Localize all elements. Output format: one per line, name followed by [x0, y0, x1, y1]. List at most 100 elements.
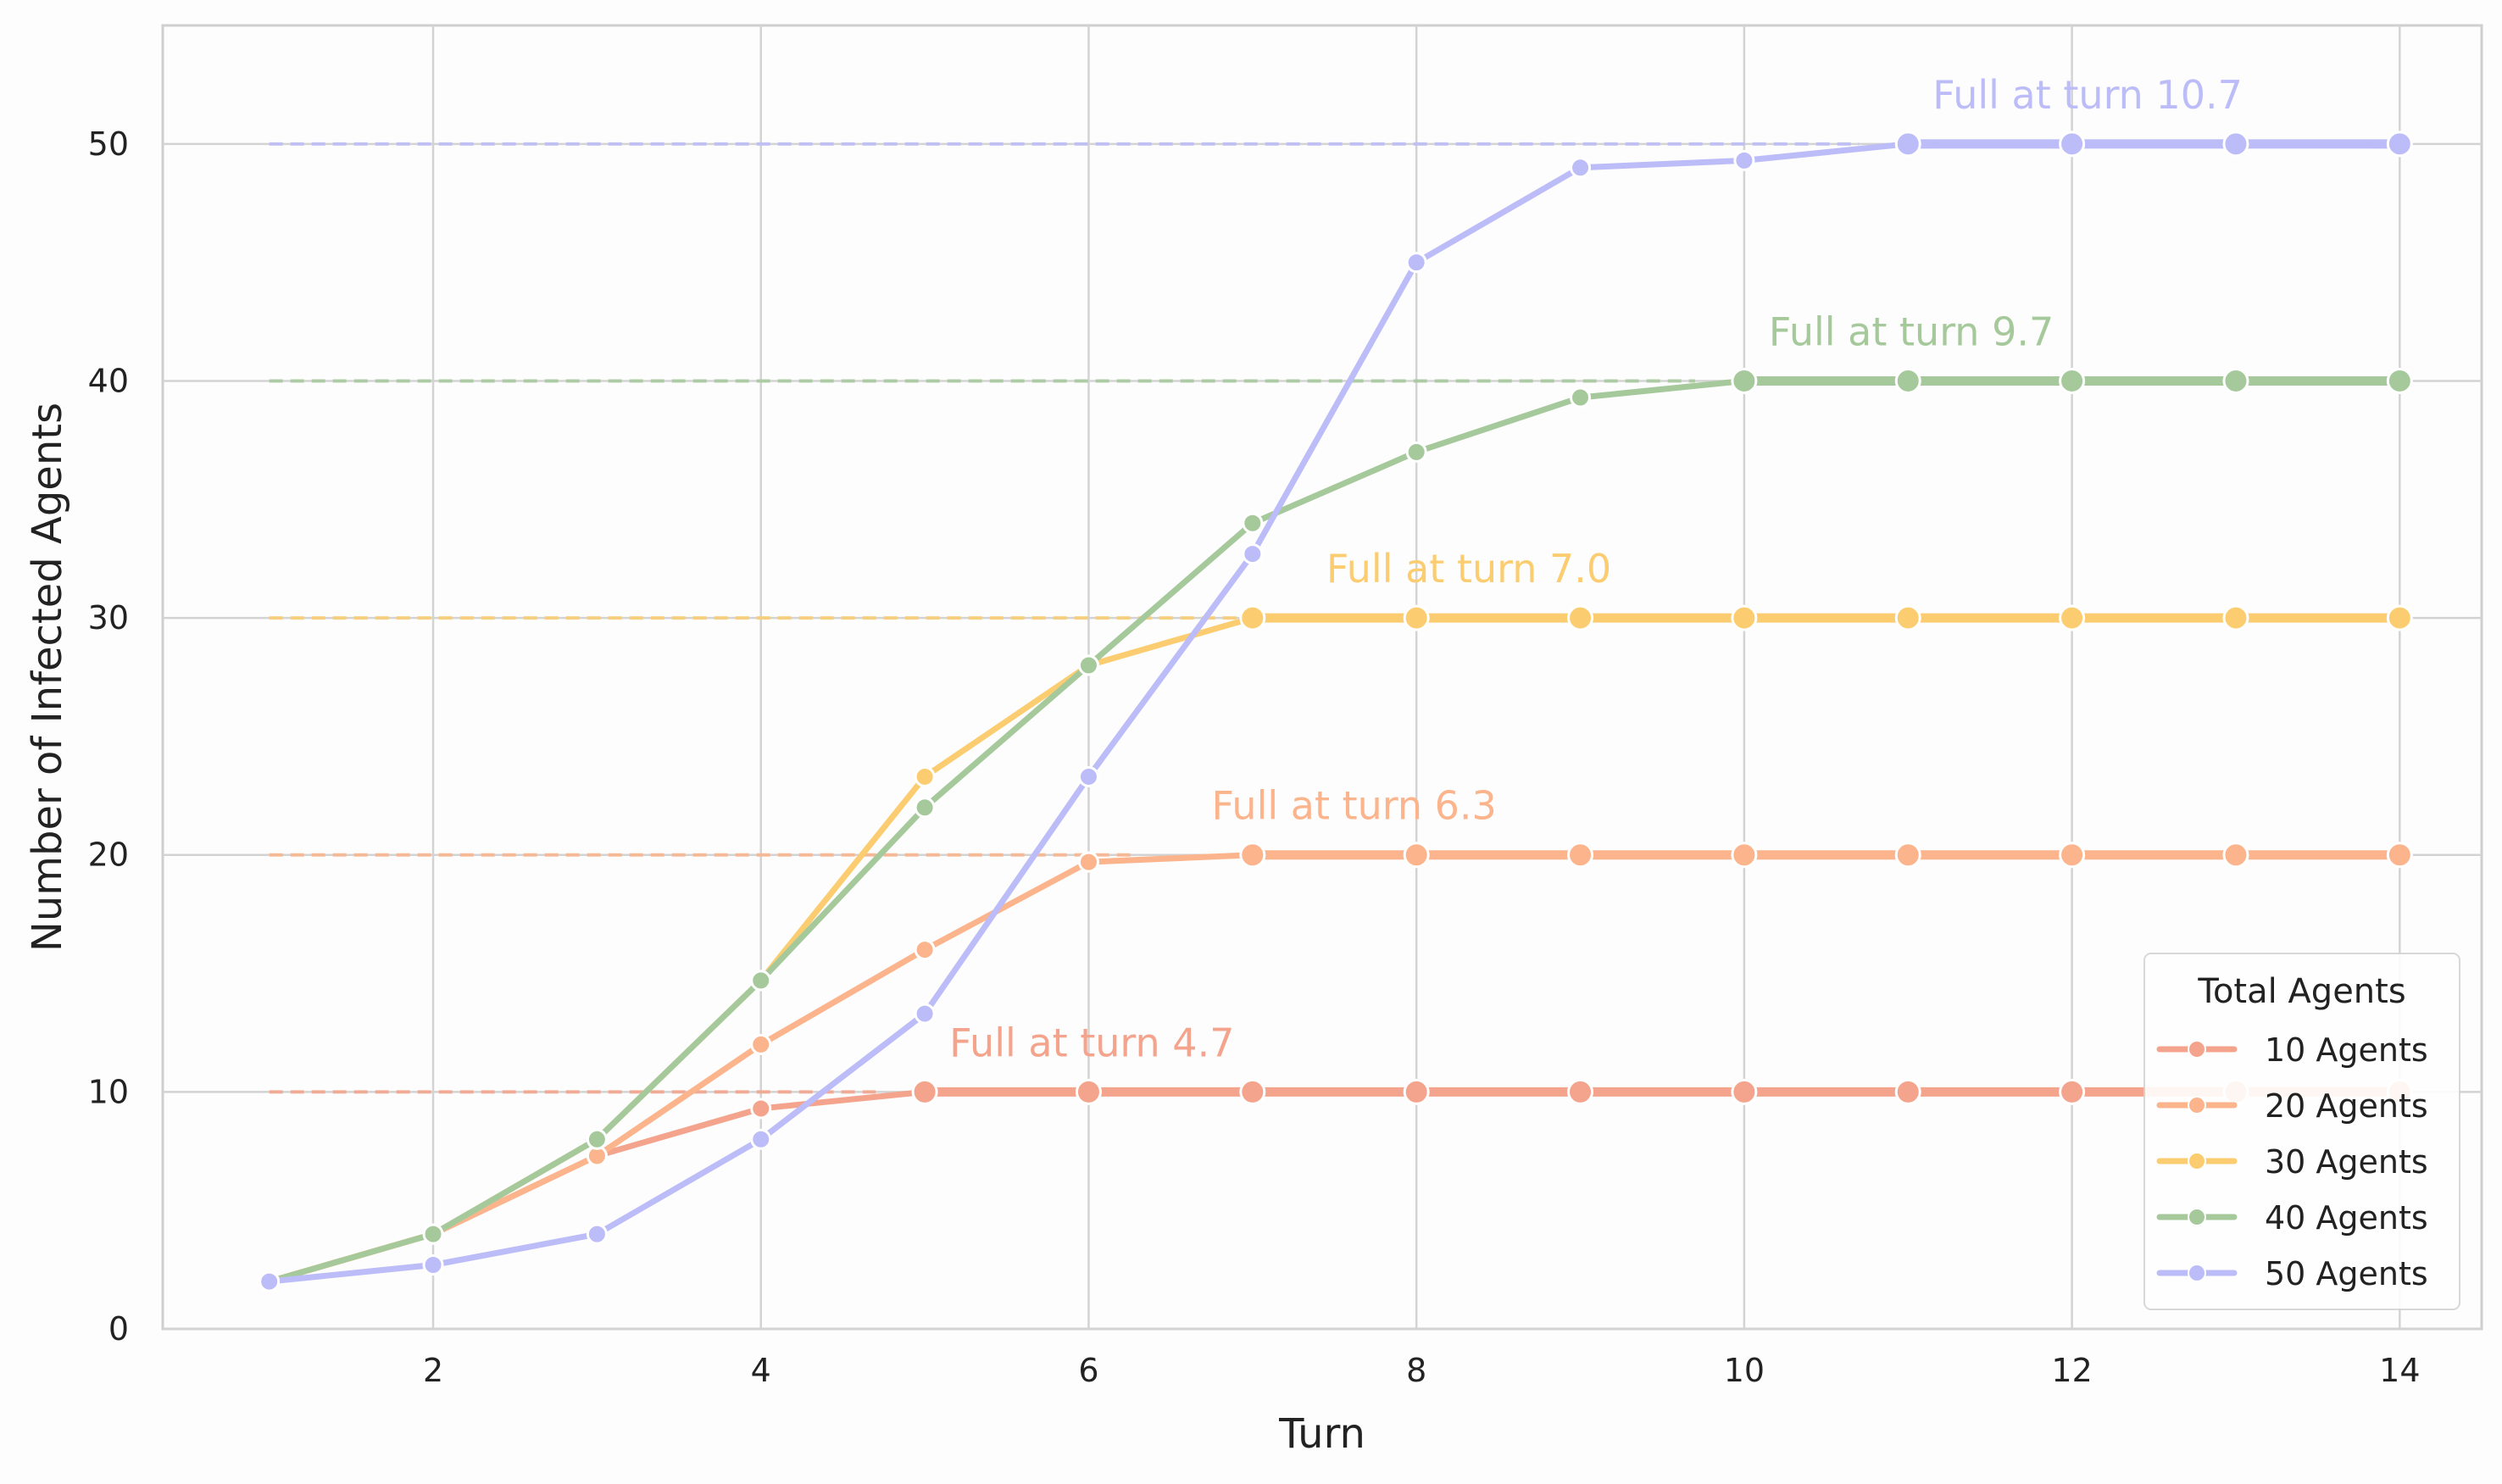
data-point: [2386, 842, 2413, 869]
legend-swatch-marker: [2188, 1152, 2206, 1170]
legend-box: [2143, 953, 2460, 1310]
legend: Total Agents 10 Agents 20 Agents 30 Agents…: [2143, 953, 2460, 1310]
data-point: [1567, 842, 1594, 869]
legend-swatch-marker: [2188, 1096, 2206, 1114]
y-tick-label: 20: [88, 836, 129, 874]
legend-swatch-marker: [2188, 1264, 2206, 1282]
data-point: [1567, 1078, 1594, 1105]
y-tick-label: 30: [88, 599, 129, 636]
legend-swatch-marker: [2188, 1208, 2206, 1226]
legend-item: 20 Agents: [2156, 1087, 2428, 1125]
data-point: [1403, 842, 1430, 869]
y-tick-label: 0: [108, 1310, 129, 1348]
legend-title: Total Agents: [2197, 972, 2405, 1011]
series-40-agents: [259, 367, 2413, 1292]
data-point: [2222, 842, 2249, 869]
data-point: [1405, 252, 1427, 274]
data-point: [1894, 131, 1921, 158]
x-tick-label: 14: [2379, 1352, 2420, 1389]
plot-area: [161, 24, 2483, 1331]
series-20-agents: [259, 842, 2413, 1292]
x-tick-label: 6: [1078, 1352, 1098, 1389]
legend-label: 50 Agents: [2265, 1255, 2428, 1292]
data-point: [2059, 842, 2086, 869]
data-point: [1894, 1078, 1921, 1105]
x-tick-label: 4: [751, 1352, 771, 1389]
full-at-turn-annotation: Full at turn 6.3: [1211, 783, 1496, 829]
data-point: [1405, 441, 1427, 463]
data-point: [750, 1098, 772, 1120]
data-point: [586, 1128, 608, 1150]
legend-label: 30 Agents: [2265, 1143, 2428, 1181]
data-point: [422, 1223, 444, 1245]
data-point: [2386, 131, 2413, 158]
data-point: [1077, 851, 1099, 873]
data-point: [1239, 604, 1266, 631]
series-layer: [259, 131, 2413, 1292]
full-at-turn-annotation: Full at turn 9.7: [1769, 308, 2054, 354]
data-point: [1403, 1078, 1430, 1105]
y-axis-label: Number of Infected Agents: [24, 403, 71, 952]
data-point: [2222, 604, 2249, 631]
data-point: [2222, 131, 2249, 158]
data-point: [2222, 367, 2249, 394]
data-point: [1733, 149, 1755, 171]
reference-lines: [269, 142, 1860, 1094]
data-point: [1077, 765, 1099, 787]
data-point: [2386, 604, 2413, 631]
legend-label: 40 Agents: [2265, 1199, 2428, 1237]
data-point: [914, 797, 936, 819]
data-point: [1567, 604, 1594, 631]
x-tick-labels: 2 4 6 8 10 12 14: [423, 1352, 2421, 1389]
data-point: [914, 939, 936, 961]
legend-item: 30 Agents: [2156, 1143, 2428, 1181]
data-point: [1894, 604, 1921, 631]
data-point: [750, 1033, 772, 1055]
full-at-turn-annotation: Full at turn 10.7: [1932, 72, 2243, 118]
legend-items: 10 Agents 20 Agents 30 Agents 40 Agents 50 A…: [2156, 1031, 2428, 1292]
full-at-turn-annotation: Full at turn 4.7: [949, 1020, 1234, 1065]
data-point: [911, 1078, 938, 1105]
data-point: [1731, 842, 1758, 869]
data-point: [2059, 131, 2086, 158]
legend-item: 50 Agents: [2156, 1255, 2428, 1292]
legend-label: 10 Agents: [2265, 1031, 2428, 1069]
data-point: [2386, 367, 2413, 394]
y-tick-labels: 0 10 20 30 40 50: [88, 125, 129, 1348]
y-tick-label: 10: [88, 1073, 129, 1110]
data-point: [2059, 1078, 2086, 1105]
data-point: [586, 1223, 608, 1245]
legend-item: 40 Agents: [2156, 1199, 2428, 1237]
data-point: [1894, 842, 1921, 869]
data-point: [259, 1270, 281, 1292]
data-point: [1242, 512, 1264, 534]
annotations: Full at turn 4.7 Full at turn 6.3 Full at …: [949, 72, 2243, 1066]
data-point: [2059, 604, 2086, 631]
data-point: [1239, 842, 1266, 869]
data-point: [914, 765, 936, 787]
legend-label: 20 Agents: [2265, 1087, 2428, 1125]
data-point: [750, 1128, 772, 1150]
data-point: [1894, 367, 1921, 394]
data-point: [1403, 604, 1430, 631]
legend-swatch-marker: [2188, 1040, 2206, 1059]
data-point: [914, 1003, 936, 1025]
data-point: [1077, 654, 1099, 676]
full-at-turn-annotation: Full at turn 7.0: [1326, 546, 1611, 592]
x-axis-label: Turn: [1278, 1410, 1365, 1458]
series-50-agents: [259, 131, 2413, 1292]
y-tick-label: 40: [88, 362, 129, 399]
data-point: [1731, 367, 1758, 394]
legend-item: 10 Agents: [2156, 1031, 2428, 1069]
data-point: [1075, 1078, 1102, 1105]
data-point: [1570, 157, 1592, 179]
data-point: [1731, 604, 1758, 631]
x-tick-label: 8: [1406, 1352, 1426, 1389]
data-point: [1731, 1078, 1758, 1105]
data-point: [750, 970, 772, 992]
data-point: [1239, 1078, 1266, 1105]
data-point: [2059, 367, 2086, 394]
data-point: [1242, 543, 1264, 565]
x-tick-label: 10: [1724, 1352, 1765, 1389]
y-tick-label: 50: [88, 125, 129, 163]
